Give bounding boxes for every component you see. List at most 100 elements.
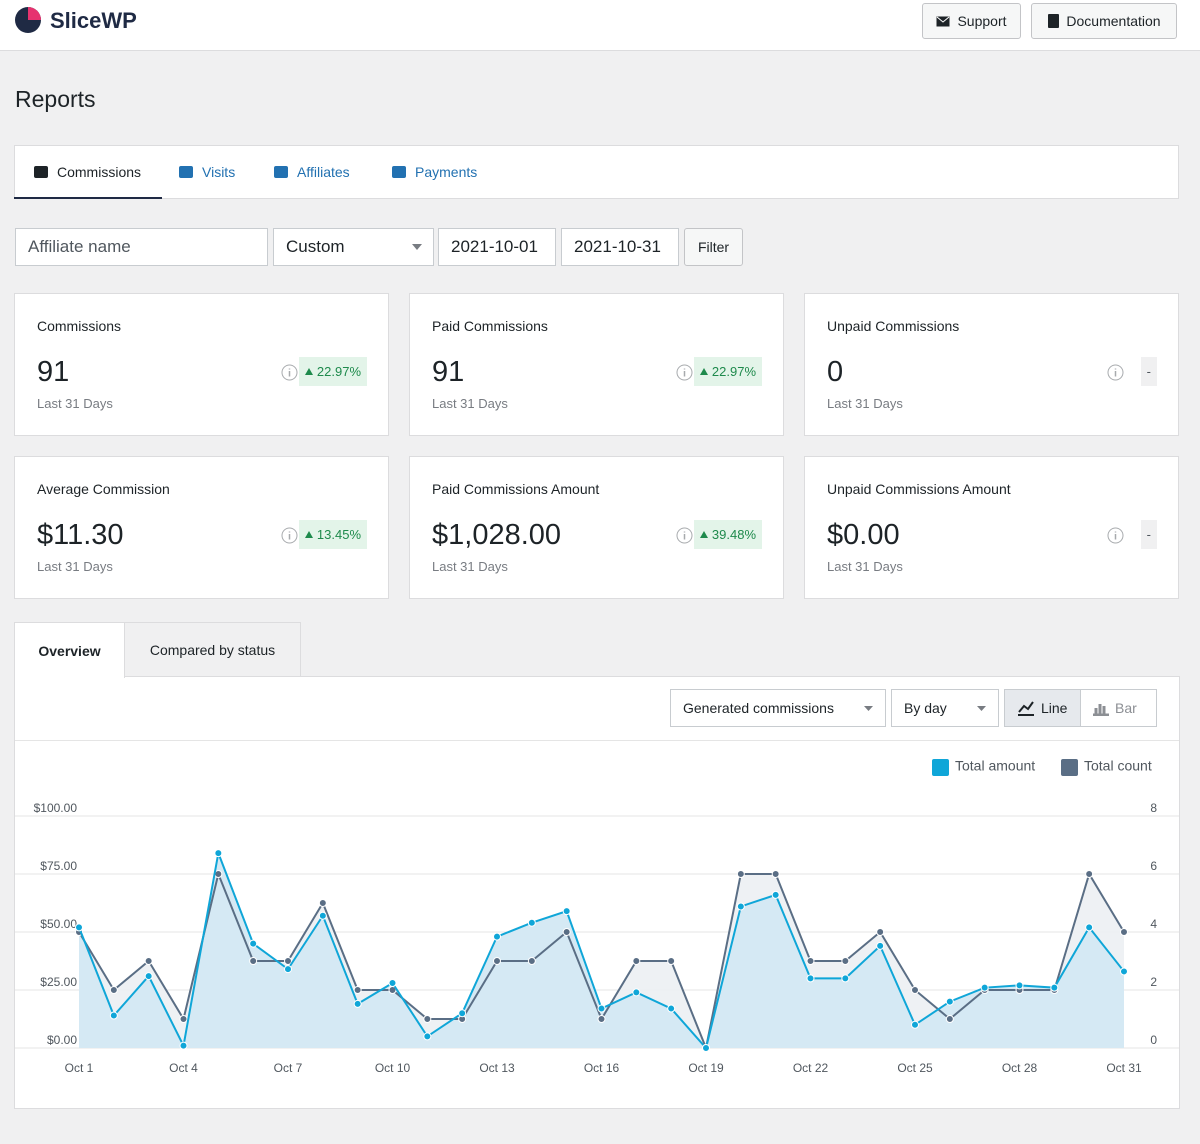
info-icon[interactable] xyxy=(1107,364,1124,381)
point xyxy=(841,974,850,983)
support-button[interactable]: Support xyxy=(922,3,1021,39)
y2-tick-label: 8 xyxy=(1150,801,1157,815)
point xyxy=(75,923,83,932)
x-tick-label: Oct 22 xyxy=(793,1061,829,1075)
card-label: Unpaid Commissions Amount xyxy=(827,481,1011,497)
range-select[interactable]: Custom xyxy=(273,228,434,266)
tab-icon xyxy=(274,166,288,178)
point xyxy=(1050,983,1059,992)
point xyxy=(667,1004,676,1013)
x-tick-label: Oct 25 xyxy=(897,1061,933,1075)
stat-card: Average Commission $11.30 Last 31 Days 13.4… xyxy=(14,456,389,599)
info-icon[interactable] xyxy=(676,364,693,381)
report-tab[interactable]: Payments xyxy=(391,146,491,198)
info-icon[interactable] xyxy=(281,527,298,544)
info-icon[interactable] xyxy=(281,364,298,381)
point xyxy=(876,941,885,950)
card-label: Unpaid Commissions xyxy=(827,318,960,334)
x-tick-label: Oct 19 xyxy=(688,1061,724,1075)
point xyxy=(911,1020,919,1029)
change: 22.97% xyxy=(711,364,756,379)
point xyxy=(876,928,885,936)
point xyxy=(109,1011,118,1020)
logo-icon xyxy=(15,7,41,33)
line-toggle[interactable]: Line xyxy=(1004,689,1081,727)
label: Line xyxy=(1041,700,1068,716)
label: Generated commissions xyxy=(683,700,834,716)
caret xyxy=(864,706,873,711)
point xyxy=(771,890,780,899)
header: SliceWP Support Documentation xyxy=(0,0,1200,51)
point xyxy=(1085,870,1094,878)
metric-select[interactable]: Generated commissions xyxy=(670,689,886,727)
point xyxy=(1120,928,1128,936)
point xyxy=(527,918,536,927)
point xyxy=(109,986,118,994)
bar-icon xyxy=(1093,703,1109,716)
label: Commissions xyxy=(57,164,142,180)
x-tick-label: Oct 13 xyxy=(479,1061,515,1075)
x-tick-label: Oct 16 xyxy=(584,1061,620,1075)
chart-tab[interactable]: Compared by status xyxy=(124,622,301,677)
point xyxy=(736,870,745,878)
chart: $0.00 $25.00 $50.00 $75.00 $100.00 0 2 4 6 8 Oct 1… xyxy=(15,758,1179,1075)
chart-tab[interactable]: Overview xyxy=(14,622,125,678)
point xyxy=(249,957,258,965)
start-date[interactable]: 2021-10-01 xyxy=(438,228,556,266)
y-tick-label: $100.00 xyxy=(34,801,78,815)
x-tick-label: Oct 28 xyxy=(1002,1061,1038,1075)
y2-tick-label: 4 xyxy=(1150,917,1157,931)
page-title: Reports xyxy=(15,86,96,112)
point xyxy=(179,1041,188,1050)
caret xyxy=(412,244,422,250)
change-badge: 39.48% xyxy=(693,520,762,549)
card-value: 0 xyxy=(827,356,844,388)
stat-card: Commissions 91 Last 31 Days 22.97% xyxy=(14,293,389,436)
change-badge: 22.97% xyxy=(298,357,367,386)
point xyxy=(423,1015,432,1023)
info-icon[interactable] xyxy=(676,527,693,544)
legend-label: Total count xyxy=(1084,758,1152,774)
documentation-button[interactable]: Documentation xyxy=(1031,3,1177,39)
point xyxy=(632,988,641,997)
active-tab-underline xyxy=(14,197,162,199)
card-period: Last 31 Days xyxy=(37,559,113,574)
card-value: $1,028.00 xyxy=(432,519,562,551)
x-tick-label: Oct 7 xyxy=(274,1061,303,1075)
point xyxy=(318,911,327,920)
point xyxy=(806,957,815,965)
point xyxy=(493,957,501,965)
point xyxy=(771,870,780,878)
up-arrow xyxy=(699,531,708,538)
bar-toggle[interactable]: Bar xyxy=(1080,689,1157,727)
stat-card: Unpaid Commissions 0 Last 31 Days - xyxy=(804,293,1179,436)
report-tab[interactable]: Commissions xyxy=(33,146,178,198)
mail-icon xyxy=(936,16,950,26)
change: 39.48% xyxy=(711,527,756,542)
interval-select[interactable]: By day xyxy=(891,689,999,727)
stat-card: Paid Commissions Amount $1,028.00 Last 31 … xyxy=(409,456,784,599)
point xyxy=(1015,981,1024,990)
card-period: Last 31 Days xyxy=(432,559,508,574)
point xyxy=(1120,967,1128,976)
point xyxy=(911,986,919,994)
affiliate-input[interactable]: Affiliate name xyxy=(15,228,268,266)
label: Documentation xyxy=(1066,13,1161,29)
point xyxy=(423,1032,432,1041)
point xyxy=(353,999,362,1008)
point xyxy=(284,957,292,965)
point xyxy=(179,1015,188,1023)
y-tick-label: $0.00 xyxy=(47,1033,77,1047)
report-tab[interactable]: Affiliates xyxy=(273,146,373,198)
card-label: Paid Commissions Amount xyxy=(432,481,600,497)
line-icon xyxy=(1018,701,1034,716)
label: Payments xyxy=(415,164,478,180)
change-badge: - xyxy=(1140,357,1157,386)
end-date[interactable]: 2021-10-31 xyxy=(561,228,679,266)
filter-button[interactable]: Filter xyxy=(684,228,743,266)
report-tab[interactable]: Visits xyxy=(178,146,260,198)
card-period: Last 31 Days xyxy=(827,559,903,574)
y-tick-label: $50.00 xyxy=(40,917,77,931)
info-icon[interactable] xyxy=(1107,527,1124,544)
